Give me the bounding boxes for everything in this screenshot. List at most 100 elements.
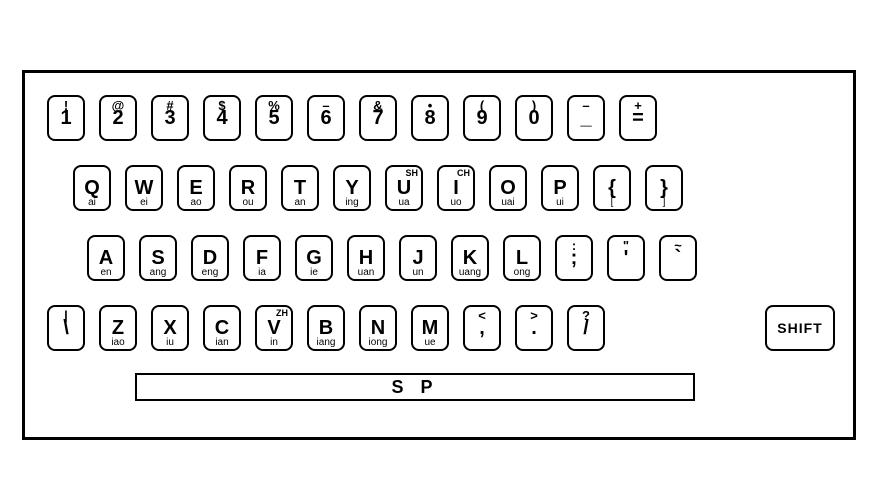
key-main: L [516,248,528,268]
key-5[interactable]: %5 [255,95,293,141]
key-r[interactable]: Rou [229,165,267,211]
key-sub: iong [361,338,395,348]
key-0[interactable]: )0 [515,95,553,141]
key-sub: ie [297,268,331,278]
key-upper: ) [517,99,551,112]
key-sub: ] [647,198,681,208]
key-upper: ( [465,99,499,112]
key-i[interactable]: CHIuo [437,165,475,211]
key-upper: % [257,99,291,112]
spacebar-label: S P [391,377,438,398]
key-sym[interactable]: :; [555,235,593,281]
key-sym[interactable]: <, [463,305,501,351]
key-sub: en [89,268,123,278]
key-upper: @ [101,99,135,112]
key-7[interactable]: &7 [359,95,397,141]
key-w[interactable]: Wei [125,165,163,211]
key-sym[interactable]: += [619,95,657,141]
zxcv-row: |\ Ziao Xiu Cian ZHVin Biang Niong Mue <, >. ?/ [47,305,605,351]
key-sub: ian [205,338,239,348]
key-main: K [463,248,477,268]
key-sub: [ [595,198,629,208]
key-6[interactable]: –6 [307,95,345,141]
key-sub: ue [413,338,447,348]
key-m[interactable]: Mue [411,305,449,351]
key-main: T [294,178,306,198]
key-sub: un [401,268,435,278]
key-main: G [306,248,322,268]
key-h[interactable]: Huan [347,235,385,281]
key-x[interactable]: Xiu [151,305,189,351]
key-sym[interactable]: |\ [47,305,85,351]
key-1[interactable]: !1 [47,95,85,141]
key-sub: an [283,198,317,208]
key-sym[interactable]: ~` [659,235,697,281]
number-row: !1 @2 #3 $4 %5 –6&7 •8 (9 )0 –_ += [47,95,657,141]
key-k[interactable]: Kuang [451,235,489,281]
key-b[interactable]: Biang [307,305,345,351]
key-y[interactable]: Ying [333,165,371,211]
key-upper: ! [49,99,83,112]
key-sym[interactable]: {[ [593,165,631,211]
key-sub: uang [453,268,487,278]
key-upper: – [309,99,343,112]
key-9[interactable]: (9 [463,95,501,141]
key-upper: ~ [661,239,695,252]
key-main: } [660,178,668,198]
key-2[interactable]: @2 [99,95,137,141]
key-sub: iu [153,338,187,348]
key-sym[interactable]: –_ [567,95,605,141]
key-v[interactable]: ZHVin [255,305,293,351]
shift-key[interactable]: SHIFT [765,305,835,351]
key-super: ZH [276,309,288,318]
key-sub: ua [387,198,421,208]
key-d[interactable]: Deng [191,235,229,281]
key-l[interactable]: Long [503,235,541,281]
key-sym[interactable]: ?/ [567,305,605,351]
spacebar[interactable]: S P [135,373,695,401]
key-upper: ? [569,309,603,322]
key-sym[interactable]: >. [515,305,553,351]
key-n[interactable]: Niong [359,305,397,351]
asdf-row: Aen Sang Deng Fia Gie Huan Jun Kuang Long:; "' ~` [87,235,697,281]
key-main: E [189,178,202,198]
key-sub: eng [193,268,227,278]
key-o[interactable]: Ouai [489,165,527,211]
key-j[interactable]: Jun [399,235,437,281]
key-3[interactable]: #3 [151,95,189,141]
key-sub: uo [439,198,473,208]
key-upper: + [621,99,655,112]
key-sym[interactable]: "' [607,235,645,281]
key-p[interactable]: Pui [541,165,579,211]
key-4[interactable]: $4 [203,95,241,141]
key-f[interactable]: Fia [243,235,281,281]
key-main: V [267,318,280,338]
key-s[interactable]: Sang [139,235,177,281]
key-sub: ou [231,198,265,208]
key-main: Z [112,318,124,338]
key-g[interactable]: Gie [295,235,333,281]
key-upper: & [361,99,395,112]
key-z[interactable]: Ziao [99,305,137,351]
key-sub: uan [349,268,383,278]
key-sub: ui [543,198,577,208]
key-t[interactable]: Tan [281,165,319,211]
key-upper: # [153,99,187,112]
key-u[interactable]: SHUua [385,165,423,211]
key-sub: ing [335,198,369,208]
key-main: D [203,248,217,268]
key-e[interactable]: Eao [177,165,215,211]
key-sub: iang [309,338,343,348]
key-main: S [151,248,164,268]
key-sub: uai [491,198,525,208]
qwerty-row: Qai Wei Eao Rou Tan Ying SHUua CHIuo Ouai Pui {[}] [73,165,683,211]
key-c[interactable]: Cian [203,305,241,351]
key-super: SH [405,169,418,178]
key-main: F [256,248,268,268]
key-8[interactable]: •8 [411,95,449,141]
key-sub: ao [179,198,213,208]
key-q[interactable]: Qai [73,165,111,211]
key-a[interactable]: Aen [87,235,125,281]
key-sub: ei [127,198,161,208]
key-sym[interactable]: }] [645,165,683,211]
